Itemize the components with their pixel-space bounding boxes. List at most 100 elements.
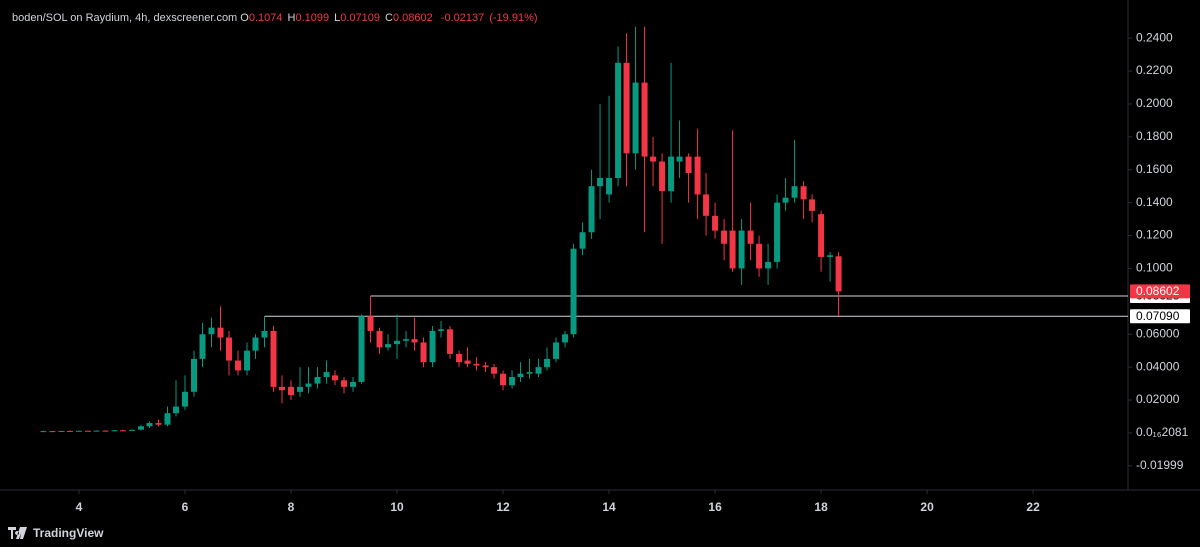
candle-body xyxy=(756,243,763,269)
candle-body xyxy=(58,430,65,432)
candle-body xyxy=(500,373,507,386)
candle-body xyxy=(217,327,224,338)
candle-body xyxy=(111,430,118,432)
candle-body xyxy=(49,431,56,433)
candle-body xyxy=(385,344,392,348)
candle-body xyxy=(208,327,215,335)
field-value: 0.1099 xyxy=(295,12,330,24)
level-label: 0.07090 xyxy=(1136,309,1180,323)
candle-body xyxy=(191,358,198,392)
candle-body xyxy=(456,353,463,363)
candle-body xyxy=(66,430,73,432)
candle-body xyxy=(181,391,188,407)
candle-body xyxy=(270,330,277,387)
candle-body xyxy=(632,82,639,154)
change: -0.02137 xyxy=(440,12,485,24)
y-tick-label: 0.0₁₆2081 xyxy=(1136,425,1189,439)
price-label: 0.08602 xyxy=(1136,284,1180,298)
candle-body xyxy=(314,376,321,384)
candle-body xyxy=(172,406,179,414)
y-tick-label: 0.1000 xyxy=(1136,261,1173,275)
chart-header: boden/SOL on Raydium, 4h, dexscreener.co… xyxy=(12,12,543,24)
candle-body xyxy=(367,316,374,331)
candle-body xyxy=(835,256,842,292)
candle-body xyxy=(244,350,251,371)
candle-body xyxy=(261,330,268,338)
candle-body xyxy=(765,261,772,269)
x-tick-label: 22 xyxy=(1026,500,1040,514)
candle-body xyxy=(394,340,401,345)
candle-body xyxy=(729,230,736,269)
candle-body xyxy=(509,376,516,386)
candle-body xyxy=(102,430,109,432)
candle-body xyxy=(800,186,807,200)
candle-body xyxy=(827,255,834,257)
candle-body xyxy=(138,426,144,430)
candle-body xyxy=(323,372,330,377)
candle-body xyxy=(279,386,285,391)
field-value: 0.07109 xyxy=(340,12,381,24)
candle-body xyxy=(84,430,91,432)
x-tick-label: 4 xyxy=(76,500,83,514)
candle-body xyxy=(482,365,489,368)
candle-body xyxy=(782,197,789,203)
candle-body xyxy=(420,342,427,363)
candle-body xyxy=(305,383,312,387)
level-label-box xyxy=(1130,309,1190,324)
candle-body xyxy=(376,330,383,348)
candle-body xyxy=(703,194,710,216)
y-tick-label: 0.04000 xyxy=(1136,359,1180,373)
y-tick-label: 0.06000 xyxy=(1136,326,1180,340)
x-tick-label: 20 xyxy=(920,500,934,514)
y-tick-label: 0.1800 xyxy=(1136,129,1173,143)
candle-body xyxy=(429,330,436,363)
x-tick-label: 12 xyxy=(496,500,510,514)
candle-body xyxy=(685,156,692,174)
candle-body xyxy=(447,329,454,354)
candle-body xyxy=(641,82,648,157)
logo xyxy=(8,527,27,539)
candle-body xyxy=(40,431,47,433)
candle-body xyxy=(199,334,206,359)
x-tick-label: 10 xyxy=(390,500,404,514)
candle-body xyxy=(615,62,622,178)
y-tick-label: 0.1400 xyxy=(1136,195,1173,209)
candle-body xyxy=(774,202,781,262)
field-key: L xyxy=(334,12,341,24)
x-tick-label: 18 xyxy=(814,500,828,514)
field-value: 0.08602 xyxy=(392,12,433,24)
y-tick-label: 0.02000 xyxy=(1136,392,1180,406)
candle-body xyxy=(128,429,135,431)
candle-body xyxy=(93,430,100,432)
candle-body xyxy=(403,339,410,341)
candle-body xyxy=(606,177,613,195)
candle-body xyxy=(332,375,339,381)
symbol: boden/SOL on Raydium, 4h, dexscreener.co… xyxy=(12,12,238,24)
candle-body xyxy=(75,430,82,432)
candle-body xyxy=(473,363,480,366)
candle-body xyxy=(791,186,798,198)
field-key: H xyxy=(287,12,296,24)
candle-body xyxy=(526,372,533,374)
candle-body xyxy=(747,230,754,244)
field-key: O xyxy=(240,12,249,24)
candle-body xyxy=(570,248,577,335)
candle-body xyxy=(252,337,259,351)
candle-body xyxy=(676,156,683,162)
candle-body xyxy=(818,214,825,257)
candle-body xyxy=(738,230,745,269)
y-tick-label: 0.1200 xyxy=(1136,228,1173,242)
x-tick-label: 16 xyxy=(708,500,722,514)
footer: TradingView xyxy=(8,526,103,540)
candle-body xyxy=(225,337,232,361)
candle-body xyxy=(297,386,304,392)
candle-body xyxy=(164,413,171,425)
price-label-box xyxy=(1130,284,1190,299)
candle-body xyxy=(721,230,728,244)
x-tick-label: 14 xyxy=(602,500,616,514)
candle-body xyxy=(809,199,816,211)
candle-body xyxy=(464,360,471,364)
field-key: C xyxy=(385,12,393,24)
y-tick-label: 0.2400 xyxy=(1136,30,1173,44)
